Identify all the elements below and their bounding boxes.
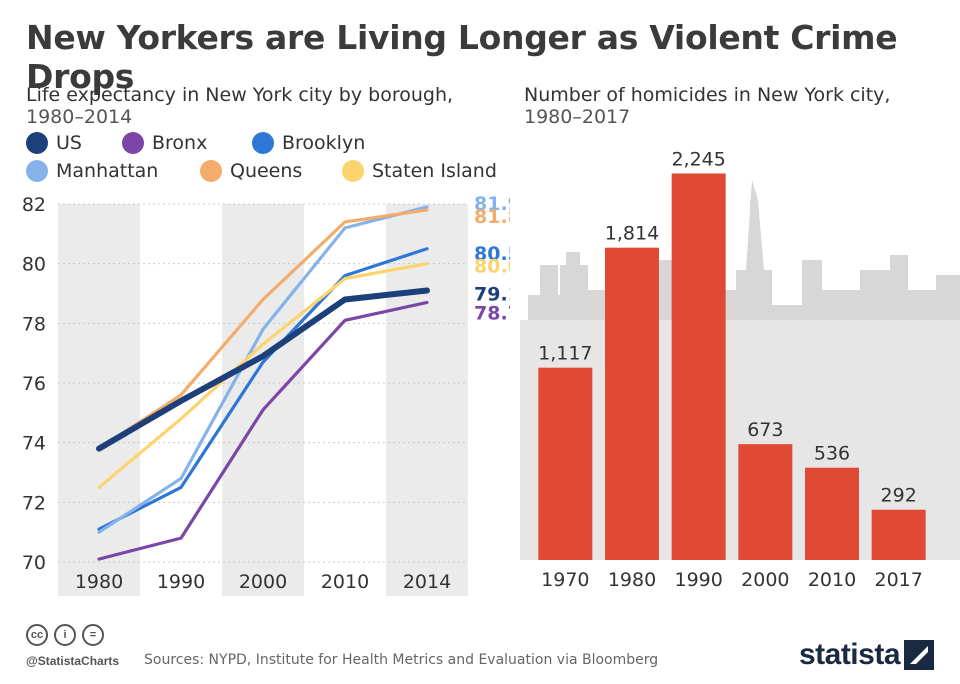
bar-category-label: 2017 — [874, 569, 922, 591]
series-line-us — [96, 287, 430, 452]
series-line-manhattan — [97, 205, 429, 534]
bar-value-label: 673 — [747, 419, 783, 441]
legend-label-bronx: Bronx — [152, 132, 208, 154]
legend-item-manhattan: Manhattan — [26, 160, 158, 182]
bar-value-label: 292 — [881, 485, 917, 507]
bar-2000 — [738, 444, 793, 560]
bar-1990 — [671, 173, 726, 560]
y-tick-label: 80 — [22, 254, 46, 276]
series-line-brooklyn — [97, 247, 429, 531]
bar-value-label: 1,117 — [538, 343, 592, 365]
bar-2017 — [871, 509, 926, 560]
legend-item-bronx: Bronx — [122, 132, 207, 154]
bar-category-label: 1980 — [608, 569, 656, 591]
bar-value-label: 2,245 — [671, 148, 725, 170]
y-tick-label: 78 — [22, 313, 46, 335]
end-label-brooklyn: 80.5 — [474, 243, 510, 265]
bar-chart-title: Number of homicides in New York city, — [524, 84, 891, 106]
license-icons: cc i = — [26, 624, 110, 646]
end-label-us: 79.1 — [474, 284, 510, 306]
line-chart: 70 72 74 76 78 80 82 1980 1990 2000 2010 2014 79.178… — [22, 193, 510, 596]
legend-swatch-brooklyn — [252, 132, 274, 154]
legend-label-brooklyn: Brooklyn — [282, 132, 366, 154]
bar-chart-years: 1980–2017 — [524, 106, 631, 128]
bar-chart: 1,117 1970 1,814 1980 2,245 1990 673 2000 536 201… — [520, 148, 960, 591]
legend-label-manhattan: Manhattan — [56, 160, 159, 182]
legend-item-us: US — [26, 132, 82, 154]
twitter-handle[interactable]: @StatistaCharts — [26, 654, 120, 668]
no-derivatives-icon[interactable]: = — [82, 624, 104, 646]
legend-item-queens: Queens — [200, 160, 302, 182]
grid-band — [58, 204, 140, 596]
legend-item-brooklyn: Brooklyn — [252, 132, 365, 154]
x-tick-label: 2000 — [239, 571, 287, 593]
legend-label-staten-island: Staten Island — [372, 160, 497, 182]
cc-icon[interactable]: cc — [26, 624, 48, 646]
brand-wordmark: statista — [798, 638, 901, 671]
legend-swatch-bronx — [122, 132, 144, 154]
line-chart-title: Life expectancy in New York city by boro… — [26, 84, 454, 106]
sources-note: Sources: NYPD, Institute for Health Metr… — [144, 652, 659, 668]
bar-value-label: 1,814 — [605, 223, 659, 245]
legend-swatch-manhattan — [26, 160, 48, 182]
x-tick-label: 2010 — [321, 571, 369, 593]
legend-swatch-us — [26, 132, 48, 154]
end-label-staten-island: 80.0 — [474, 256, 510, 278]
y-tick-label: 70 — [22, 552, 46, 574]
legend-label-us: US — [56, 132, 82, 154]
bar-2010 — [805, 467, 859, 560]
bar-category-label: 1970 — [541, 569, 589, 591]
bar-chart-subtitle: Number of homicides in New York city, 19… — [524, 84, 890, 128]
legend-item-staten-island: Staten Island — [342, 160, 497, 182]
y-tick-label: 76 — [22, 373, 46, 395]
bar-category-label: 1990 — [674, 569, 722, 591]
statista-logo[interactable]: statista — [799, 638, 934, 672]
y-tick-label: 74 — [22, 433, 46, 455]
bar-category-label: 2000 — [741, 569, 789, 591]
line-chart-years: 1980–2014 — [26, 106, 133, 128]
bar-1980 — [605, 247, 659, 560]
x-tick-label: 2014 — [403, 571, 451, 593]
end-label-queens: 81.8 — [474, 206, 510, 228]
attribution-icon[interactable]: i — [54, 624, 76, 646]
bar-1970 — [538, 367, 593, 560]
bar-value-label: 536 — [814, 443, 850, 465]
brand-mark-icon — [904, 640, 934, 670]
legend-swatch-staten-island — [342, 160, 364, 182]
footer: cc i = @StatistaCharts Sources: NYPD, In… — [26, 622, 946, 672]
y-tick-label: 72 — [22, 492, 46, 514]
x-tick-label: 1980 — [75, 571, 123, 593]
y-tick-label: 82 — [22, 194, 46, 216]
series-line-staten-island — [97, 262, 429, 490]
legend-swatch-queens — [200, 160, 222, 182]
series-line-bronx — [97, 300, 429, 561]
legend-label-queens: Queens — [230, 160, 303, 182]
grid-band — [222, 204, 304, 596]
line-chart-subtitle: Life expectancy in New York city by boro… — [26, 84, 453, 128]
end-label-manhattan: 81.9 — [474, 193, 510, 215]
bar-category-label: 2010 — [808, 569, 856, 591]
end-label-bronx: 78.7 — [474, 302, 510, 324]
x-tick-label: 1990 — [157, 571, 205, 593]
chart-title: New Yorkers are Living Longer as Violent… — [26, 18, 898, 96]
series-line-queens — [97, 208, 429, 451]
